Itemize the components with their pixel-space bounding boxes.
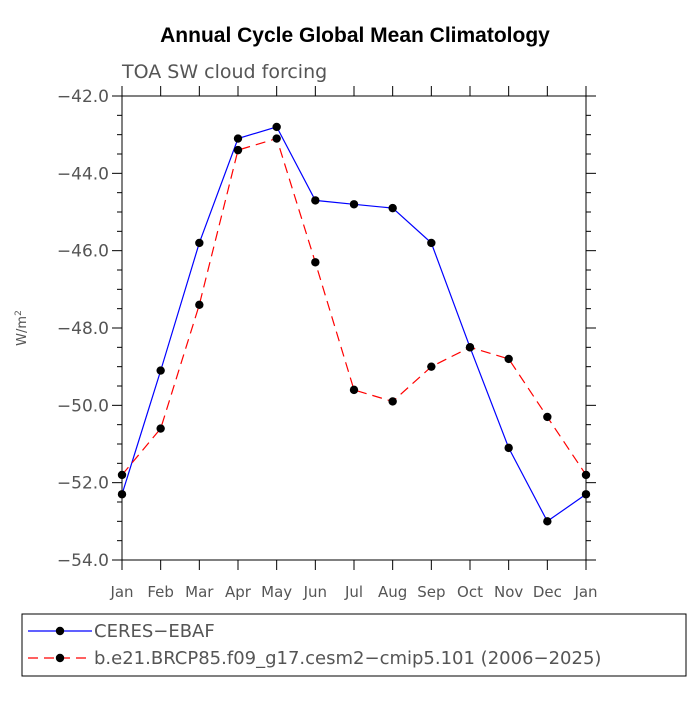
- series-2-point: [349, 385, 359, 395]
- series-1-point: [504, 443, 513, 453]
- series-1-point: [156, 366, 165, 375]
- legend-marker-2: [55, 653, 65, 663]
- legend-items: CERES−EBAF b.e21.BRCP85.f09_g17.cesm2−cmi…: [28, 621, 601, 669]
- series-1-point: [117, 490, 127, 499]
- series-line-2: [121, 137, 587, 476]
- series-line-1: [121, 126, 587, 523]
- y-axis: −42.0 −44.0 −46.0 −48.0 −50.0 −52.0 −54.0: [57, 87, 596, 571]
- series-2-point: [427, 362, 436, 371]
- legend-box: [21, 613, 687, 677]
- chart-title: Annual Cycle Global Mean Climatology: [160, 24, 550, 47]
- chart-subtitle: TOA SW cloud forcing: [121, 61, 327, 83]
- x-tick-label: Oct: [457, 583, 483, 601]
- y-axis-label: W/m2: [14, 310, 30, 346]
- plot-area: −42.0 −44.0 −46.0 −48.0 −50.0 −52.0 −54.0 Jan F…: [57, 86, 598, 601]
- series-2-point: [581, 470, 591, 480]
- x-tick-label: Aug: [378, 583, 407, 601]
- series-2-point: [311, 258, 320, 267]
- series-1-point: [195, 238, 204, 248]
- series-2-point: [272, 134, 281, 143]
- y-tick-label: −54.0: [57, 551, 109, 571]
- series-layer: [117, 122, 591, 526]
- y-axis-label-text: W/m: [15, 316, 30, 346]
- series-1-point: [427, 238, 436, 248]
- series-1-point: [233, 134, 243, 143]
- legend-label-2: b.e21.BRCP85.f09_g17.cesm2−cmip5.101 (20…: [94, 648, 601, 669]
- series-1-point: [543, 517, 552, 526]
- x-tick-label: Jan: [109, 583, 133, 601]
- x-tick-label: Apr: [225, 583, 252, 601]
- series-2-point: [504, 354, 513, 364]
- x-tick-label: Dec: [533, 583, 562, 601]
- series-2-point: [543, 412, 552, 422]
- x-tick-label: Jun: [303, 583, 327, 601]
- y-tick-label: −46.0: [57, 242, 109, 262]
- series-1-point: [349, 200, 359, 209]
- x-tick-label: Nov: [494, 583, 523, 601]
- series-1-point: [388, 203, 397, 213]
- legend-marker-1: [55, 626, 65, 636]
- y-tick-label: −50.0: [57, 396, 109, 416]
- series-1-point: [272, 122, 281, 132]
- series-1-point: [311, 196, 320, 205]
- series-2-point: [388, 397, 397, 406]
- series-2-point: [117, 470, 127, 480]
- x-tick-label: Sep: [417, 583, 445, 601]
- legend-label-1: CERES−EBAF: [94, 621, 215, 642]
- legend: CERES−EBAF b.e21.BRCP85.f09_g17.cesm2−cmi…: [21, 613, 687, 677]
- series-1-point: [581, 490, 591, 499]
- series-2-point: [195, 300, 204, 309]
- series-2-point: [233, 145, 243, 155]
- y-tick-label: −52.0: [57, 474, 109, 494]
- y-tick-label: −42.0: [57, 87, 109, 107]
- x-tick-label: Jan: [573, 583, 597, 601]
- y-axis-label-superscript: 2: [14, 310, 24, 316]
- y-tick-label: −44.0: [57, 164, 109, 184]
- x-tick-label: Mar: [185, 583, 214, 601]
- series-2-point: [156, 424, 165, 433]
- x-tick-label: May: [261, 583, 292, 601]
- x-tick-label: Jul: [344, 583, 363, 601]
- series-2-point: [465, 343, 475, 352]
- y-tick-label: −48.0: [57, 319, 109, 339]
- x-axis: Jan Feb Mar Apr May Jun Jul Aug Sep Oct Nov Dec Jan: [109, 86, 598, 601]
- x-tick-label: Feb: [147, 583, 174, 601]
